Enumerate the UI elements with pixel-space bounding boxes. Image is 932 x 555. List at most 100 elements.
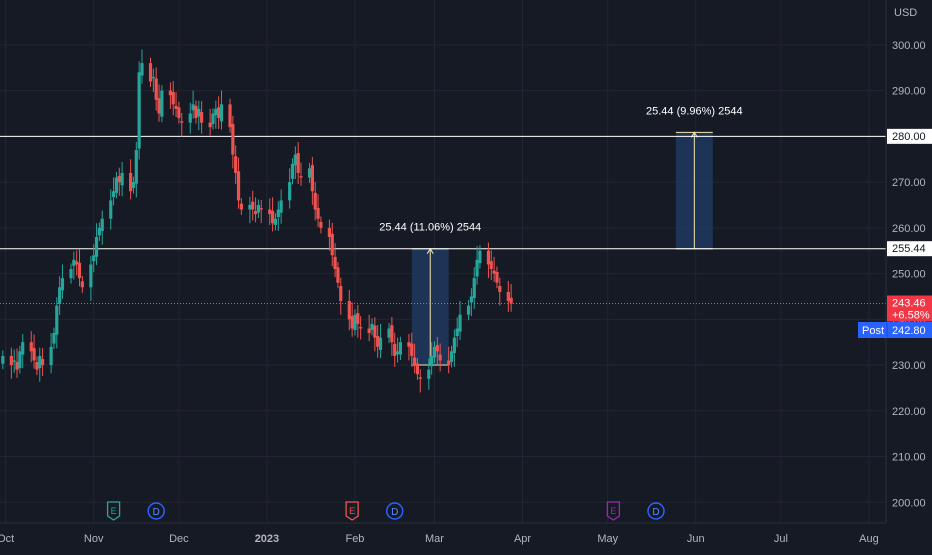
candle-body <box>180 121 184 123</box>
candle-body <box>69 269 73 279</box>
earnings-marker[interactable]: E <box>606 501 621 521</box>
candle-body <box>498 285 502 292</box>
candle <box>94 223 99 266</box>
candle-body <box>32 348 36 361</box>
range-arrow-head <box>690 131 698 138</box>
candle <box>208 108 212 136</box>
candle-body <box>1 355 5 364</box>
level-255-badge: 255.44 <box>887 241 932 257</box>
price-tick-label: 260.00 <box>892 223 926 235</box>
candle <box>248 196 252 224</box>
candle-body <box>111 191 116 198</box>
level-280-badge-bg <box>887 128 932 144</box>
candle-body <box>435 345 439 352</box>
candle-body <box>469 296 473 303</box>
candle-body <box>506 291 510 302</box>
candle-body <box>194 105 198 119</box>
dividend-icon[interactable] <box>385 502 404 520</box>
candle-body <box>296 153 300 173</box>
candle-body <box>177 107 181 119</box>
currency-label: USD <box>894 7 917 19</box>
time-tick-label: Jun <box>687 533 705 545</box>
candle-body <box>134 150 138 184</box>
candle <box>387 322 391 344</box>
candle-body <box>413 357 417 366</box>
candle-body <box>80 281 84 288</box>
range-measurement[interactable]: 25.44 (11.06%) 2544 <box>379 222 481 366</box>
candle-body <box>418 377 422 379</box>
candle <box>373 317 377 352</box>
price-axis[interactable]: 300.00290.00280.00270.00260.00250.00240.… <box>892 40 926 509</box>
earnings-icon[interactable] <box>345 501 359 521</box>
dividend-marker[interactable]: D <box>147 502 165 520</box>
candle-body <box>350 316 354 329</box>
candle <box>353 309 357 336</box>
candle-body <box>395 351 400 355</box>
candle <box>458 301 462 340</box>
time-tick-label: Oct <box>0 533 14 545</box>
candle <box>15 348 19 378</box>
price-range-measurements[interactable]: 25.44 (11.06%) 2544 25.44 (9.96%) 2544 <box>379 105 743 366</box>
candle-body <box>359 327 363 329</box>
earnings-icon[interactable] <box>606 501 621 521</box>
candle <box>506 280 510 312</box>
candle-body <box>97 227 101 236</box>
candle-body <box>415 363 420 375</box>
candle-body <box>12 360 16 362</box>
candle-body <box>140 63 144 76</box>
candle-body <box>279 200 283 213</box>
candle <box>21 333 25 369</box>
candle <box>52 327 56 350</box>
post-market-badge: Post 242.80 <box>858 322 932 338</box>
candle-body <box>188 113 192 123</box>
candle-body <box>376 336 380 347</box>
candle-body <box>492 270 496 274</box>
candle <box>395 337 400 363</box>
range-label: 25.44 (11.06%) 2544 <box>379 222 481 234</box>
candle <box>131 176 136 194</box>
candle <box>319 216 323 234</box>
dividend-marker[interactable]: D <box>647 502 665 520</box>
candle <box>336 261 340 289</box>
candle <box>418 369 422 393</box>
candle <box>217 96 221 130</box>
earnings-marker[interactable]: E <box>345 501 359 521</box>
candle <box>259 199 263 224</box>
candle-body <box>114 177 119 193</box>
dividend-icon[interactable] <box>147 502 165 520</box>
candle-body <box>72 259 76 266</box>
candle <box>114 172 119 199</box>
candle <box>350 302 354 337</box>
candle-body <box>307 168 312 178</box>
candle <box>290 158 295 185</box>
candle <box>111 177 116 206</box>
candle <box>9 347 13 379</box>
earnings-icon[interactable] <box>106 501 121 521</box>
candle <box>393 332 397 367</box>
candle-body <box>197 108 201 117</box>
candle <box>29 331 33 363</box>
dividend-icon[interactable] <box>647 502 665 520</box>
candle-body <box>458 314 462 332</box>
earnings-marker[interactable]: E <box>106 501 121 521</box>
price-tick-label: 210.00 <box>892 452 926 464</box>
candle <box>117 167 121 196</box>
dividend-marker[interactable]: D <box>385 502 404 520</box>
candle <box>313 181 317 221</box>
candle-body <box>430 355 434 367</box>
last-price-badge: 243.46+6.58% <box>887 295 932 322</box>
candle <box>60 264 65 299</box>
candle <box>157 84 161 122</box>
candle-body <box>330 233 334 256</box>
candle-body <box>89 264 93 288</box>
horizontal-level-lines[interactable] <box>0 135 886 304</box>
time-axis[interactable]: Oct Nov Dec 2023 Feb Mar Apr May Jun Jul Aug <box>0 533 879 545</box>
candle-body <box>94 236 99 257</box>
candle <box>231 115 235 169</box>
candle-body <box>373 325 377 338</box>
candle <box>18 345 22 374</box>
candle-body <box>333 256 337 269</box>
